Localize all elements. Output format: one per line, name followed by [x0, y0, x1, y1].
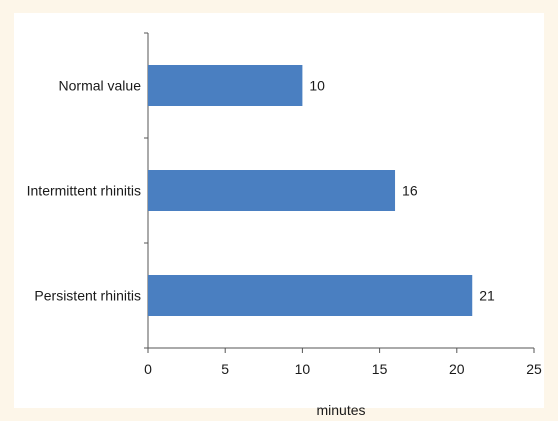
bar [148, 65, 303, 106]
category-label: Persistent rhinitis [34, 288, 141, 304]
x-tick-label: 20 [449, 361, 465, 377]
x-tick-label: 25 [526, 361, 542, 377]
x-axis-title: minutes [316, 402, 365, 418]
x-tick-label: 5 [221, 361, 229, 377]
x-tick-label: 10 [295, 361, 311, 377]
bar [148, 275, 473, 316]
bars [148, 65, 473, 316]
category-label: Intermittent rhinitis [27, 183, 141, 199]
bar [148, 170, 396, 211]
labels: 0 5 10 15 20 25 Normal value 10 Intermittent rhi… [27, 78, 542, 378]
data-label: 16 [402, 183, 418, 199]
data-label: 10 [309, 78, 325, 94]
x-tick-label: 0 [144, 361, 152, 377]
x-tick-label: 15 [372, 361, 388, 377]
data-label: 21 [479, 288, 495, 304]
category-label: Normal value [59, 78, 142, 94]
